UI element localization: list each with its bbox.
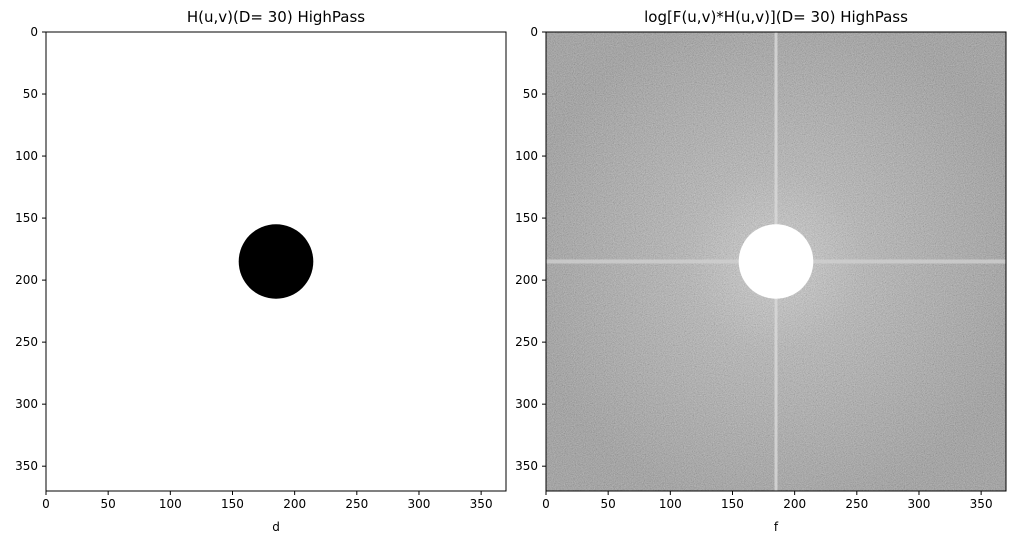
x-tick-label: 200 [783, 497, 806, 511]
filter-circle [738, 224, 814, 299]
y-tick-label: 0 [530, 25, 538, 39]
y-tick-label: 300 [515, 397, 538, 411]
left-axes-frame [45, 31, 507, 492]
x-tick-label: 350 [970, 497, 993, 511]
left-title: H(u,v)(D= 30) HighPass [187, 8, 365, 26]
x-tick-label: 0 [542, 497, 550, 511]
y-tick-label: 200 [515, 273, 538, 287]
x-tick-label: 150 [721, 497, 744, 511]
x-tick-label: 0 [42, 497, 50, 511]
left-image-circle [238, 224, 314, 299]
right-image-circle [738, 224, 814, 299]
y-tick-label: 350 [515, 459, 538, 473]
left-panel: H(u,v)(D= 30) HighPass 0 50 100 150 200 250 30… [15, 8, 507, 534]
left-x-axis-label: d [272, 520, 280, 534]
y-tick-label: 100 [15, 149, 38, 163]
x-tick-label: 200 [283, 497, 306, 511]
y-tick-label: 0 [30, 25, 38, 39]
y-tick-label: 350 [15, 459, 38, 473]
right-axes-frame [545, 31, 1007, 492]
x-tick-label: 300 [908, 497, 931, 511]
x-tick-label: 250 [845, 497, 868, 511]
y-tick-label: 250 [515, 335, 538, 349]
x-tick-label: 250 [345, 497, 368, 511]
right-y-ticks: 0 50 100 150 200 250 300 350 [515, 25, 546, 473]
x-tick-label: 150 [221, 497, 244, 511]
y-tick-label: 200 [15, 273, 38, 287]
y-tick-label: 50 [523, 87, 538, 101]
right-x-axis-label: f [774, 520, 779, 534]
right-panel: log[F(u,v)*H(u,v)](D= 30) HighPass 0 50 10… [515, 8, 1007, 534]
right-x-ticks: 0 50 100 150 200 250 300 350 [542, 491, 993, 511]
y-tick-label: 250 [15, 335, 38, 349]
filter-circle [238, 224, 314, 299]
x-tick-label: 350 [470, 497, 493, 511]
x-tick-label: 100 [659, 497, 682, 511]
x-tick-label: 50 [101, 497, 116, 511]
right-title: log[F(u,v)*H(u,v)](D= 30) HighPass [644, 8, 908, 26]
y-tick-label: 150 [515, 211, 538, 225]
y-tick-label: 300 [15, 397, 38, 411]
y-tick-label: 50 [23, 87, 38, 101]
y-tick-label: 150 [15, 211, 38, 225]
x-tick-label: 300 [408, 497, 431, 511]
y-tick-label: 100 [515, 149, 538, 163]
x-tick-label: 100 [159, 497, 182, 511]
x-tick-label: 50 [601, 497, 616, 511]
left-y-ticks: 0 50 100 150 200 250 300 350 [15, 25, 46, 473]
left-x-ticks: 0 50 100 150 200 250 300 350 [42, 491, 493, 511]
